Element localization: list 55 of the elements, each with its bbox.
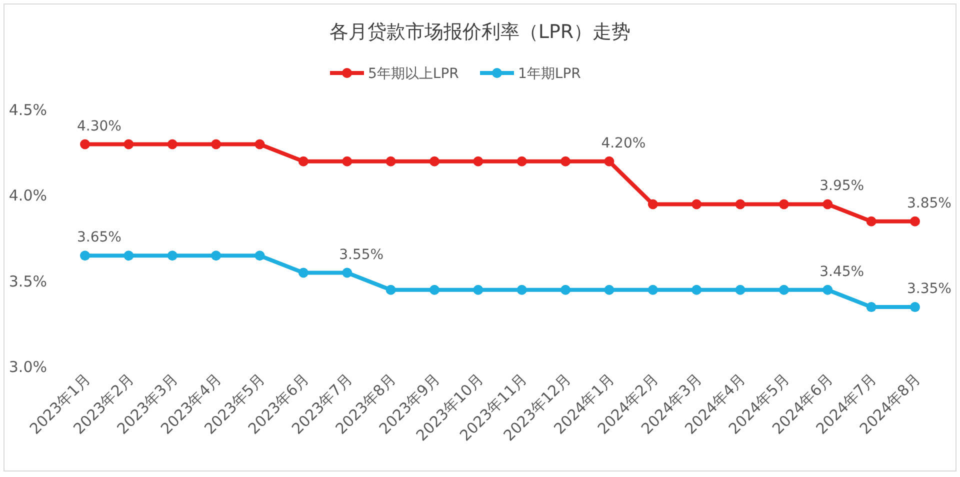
point: [124, 139, 134, 150]
point: [342, 268, 352, 278]
point: [866, 216, 876, 226]
point: [167, 139, 178, 150]
point: [211, 139, 222, 150]
point: [822, 284, 833, 295]
point: [473, 284, 484, 295]
point: [778, 284, 789, 295]
chart-title: 各月贷款市场报价利率（LPR）走势: [329, 21, 631, 43]
y-tick-label: 3.5%: [8, 272, 47, 290]
point: [910, 216, 920, 226]
point: [910, 302, 920, 312]
point: [254, 139, 265, 150]
point: [473, 156, 484, 166]
point: [386, 156, 396, 166]
point: [167, 250, 178, 261]
data-label: 3.55%: [339, 246, 384, 263]
y-tick-label: 4.5%: [8, 101, 47, 119]
data-label: 3.85%: [907, 195, 952, 212]
data-label: 3.95%: [820, 178, 864, 194]
data-label: 4.20%: [601, 135, 646, 152]
point: [516, 284, 527, 295]
point: [692, 199, 702, 210]
point: [648, 284, 658, 295]
point: [692, 284, 702, 295]
point: [429, 156, 440, 166]
legend-label: 1年期LPR: [518, 66, 582, 82]
point: [735, 199, 746, 210]
point: [604, 284, 614, 295]
point: [298, 268, 308, 278]
y-tick-label: 3.0%: [8, 358, 47, 376]
point: [648, 199, 658, 210]
point: [778, 199, 789, 210]
legend-label: 5年期以上LPR: [368, 66, 460, 82]
data-label: 4.30%: [77, 118, 122, 134]
point: [822, 199, 833, 210]
point: [560, 284, 571, 295]
point: [735, 284, 746, 295]
data-label: 3.35%: [907, 281, 952, 298]
point: [80, 139, 90, 150]
point: [342, 156, 352, 166]
point: [80, 250, 90, 261]
data-label: 3.65%: [77, 230, 122, 246]
y-tick-label: 4.0%: [8, 186, 47, 205]
data-label: 3.45%: [820, 264, 864, 280]
point: [429, 284, 440, 295]
point: [298, 156, 308, 166]
point: [866, 302, 876, 312]
point: [516, 156, 527, 166]
point: [124, 250, 134, 261]
point: [386, 284, 396, 295]
point: [254, 250, 265, 261]
point: [604, 156, 614, 166]
point: [560, 156, 571, 166]
point: [211, 250, 222, 261]
